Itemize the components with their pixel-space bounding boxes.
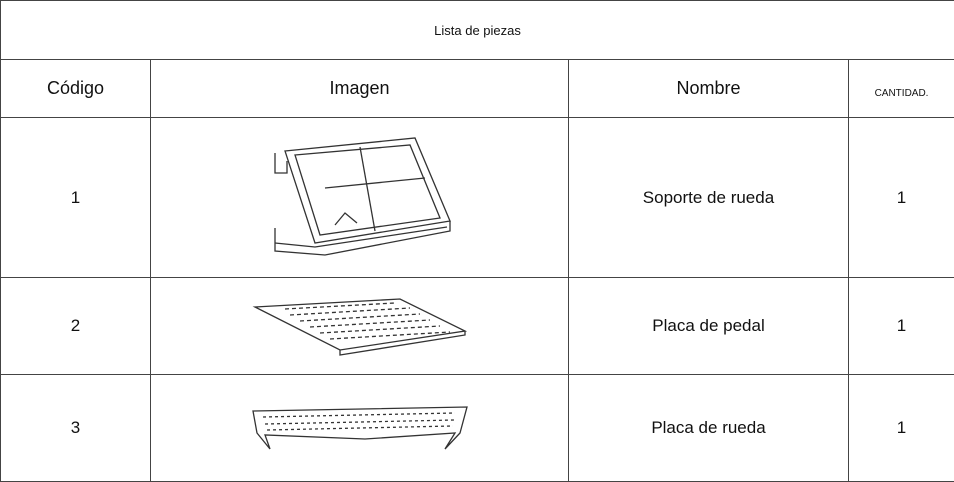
name-cell: Soporte de rueda (569, 118, 849, 278)
image-cell (151, 118, 569, 278)
header-cell: Código (1, 60, 151, 118)
qty-cell: 1 (849, 375, 954, 482)
table-row: 3 Placa de rueda 1 (1, 375, 954, 482)
wheel-stand-drawing (265, 133, 455, 263)
code-cell: 3 (1, 375, 151, 482)
pedal-plate-drawing (250, 295, 470, 357)
name-cell: Placa de rueda (569, 375, 849, 482)
title-row: Lista de piezas (1, 1, 954, 60)
table-title: Lista de piezas (1, 1, 954, 60)
header-cell: Imagen (151, 60, 569, 118)
header-cell: Nombre (569, 60, 849, 118)
page: Lista de piezas Código Imagen Nombre CAN… (0, 0, 954, 472)
header-cell: CANTIDAD. (849, 60, 954, 118)
wheel-plate-drawing (245, 403, 475, 453)
qty-cell: 1 (849, 278, 954, 375)
code-cell: 2 (1, 278, 151, 375)
name-cell: Placa de pedal (569, 278, 849, 375)
code-cell: 1 (1, 118, 151, 278)
header-row: Código Imagen Nombre CANTIDAD. (1, 60, 954, 118)
qty-cell: 1 (849, 118, 954, 278)
table-row: 2 Placa de pedal 1 (1, 278, 954, 375)
image-cell (151, 278, 569, 375)
table-row: 1 Soporte de rueda 1 (1, 118, 954, 278)
image-cell (151, 375, 569, 482)
